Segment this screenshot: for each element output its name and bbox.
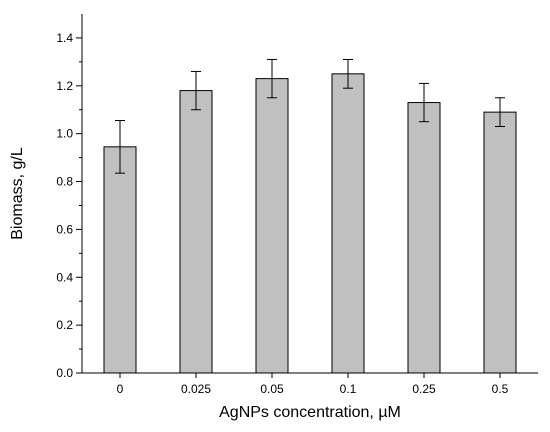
y-tick-label: 0.4 xyxy=(56,270,73,284)
x-ticks: 0 0.025 0.05 0.1 0.25 0.5 xyxy=(117,373,509,396)
y-tick-label: 1.2 xyxy=(56,79,73,93)
axes-layer xyxy=(81,14,538,374)
bar-0 xyxy=(103,146,137,374)
bar-0.025 xyxy=(179,90,213,374)
bar-0.25 xyxy=(407,102,441,374)
y-tick-label: 0.2 xyxy=(56,318,73,332)
error-bar-0 xyxy=(115,120,125,174)
x-tick-label: 0.025 xyxy=(181,382,211,396)
error-bar-0.25 xyxy=(419,82,429,123)
y-tick-label: 1.4 xyxy=(56,31,73,45)
error-bar-0.05 xyxy=(267,58,277,99)
y-tick-label: 0.8 xyxy=(56,175,73,189)
y-tick-label: 0.6 xyxy=(56,222,73,236)
y-tick-label: 1.0 xyxy=(56,127,73,141)
x-tick-label: 0 xyxy=(117,382,124,396)
bar-0.05 xyxy=(255,78,289,374)
x-tick-label: 0.25 xyxy=(412,382,436,396)
bar-0.1 xyxy=(331,73,365,374)
x-axis-title: AgNPs concentration, µM xyxy=(219,404,401,421)
y-ticks: 0.0 0.2 0.4 0.6 0.8 1.0 1.2 1.4 xyxy=(56,31,82,380)
error-bar-0.1 xyxy=(343,58,353,89)
bars-layer xyxy=(103,73,517,374)
x-tick-label: 0.1 xyxy=(340,382,357,396)
error-bar-0.025 xyxy=(191,70,201,111)
y-axis-title: Biomass, g/L xyxy=(9,147,26,240)
x-tick-label: 0.5 xyxy=(492,382,509,396)
error-bar-0.5 xyxy=(495,97,505,127)
error-bars-layer xyxy=(115,58,505,174)
x-tick-label: 0.05 xyxy=(260,382,284,396)
y-tick-label: 0.0 xyxy=(56,366,73,380)
bar-0.5 xyxy=(483,111,517,374)
